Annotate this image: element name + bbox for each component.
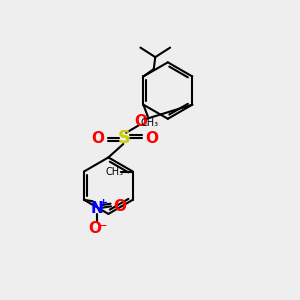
Text: +: + [99,198,108,208]
Text: O: O [91,130,104,146]
Text: O: O [113,199,126,214]
Text: CH₃: CH₃ [105,167,124,176]
Text: O: O [135,114,148,129]
Text: O: O [146,130,159,146]
Text: N: N [90,201,103,216]
Text: ⁻: ⁻ [99,221,106,235]
Text: S: S [118,129,131,147]
Text: O: O [88,221,101,236]
Text: CH₃: CH₃ [140,118,158,128]
